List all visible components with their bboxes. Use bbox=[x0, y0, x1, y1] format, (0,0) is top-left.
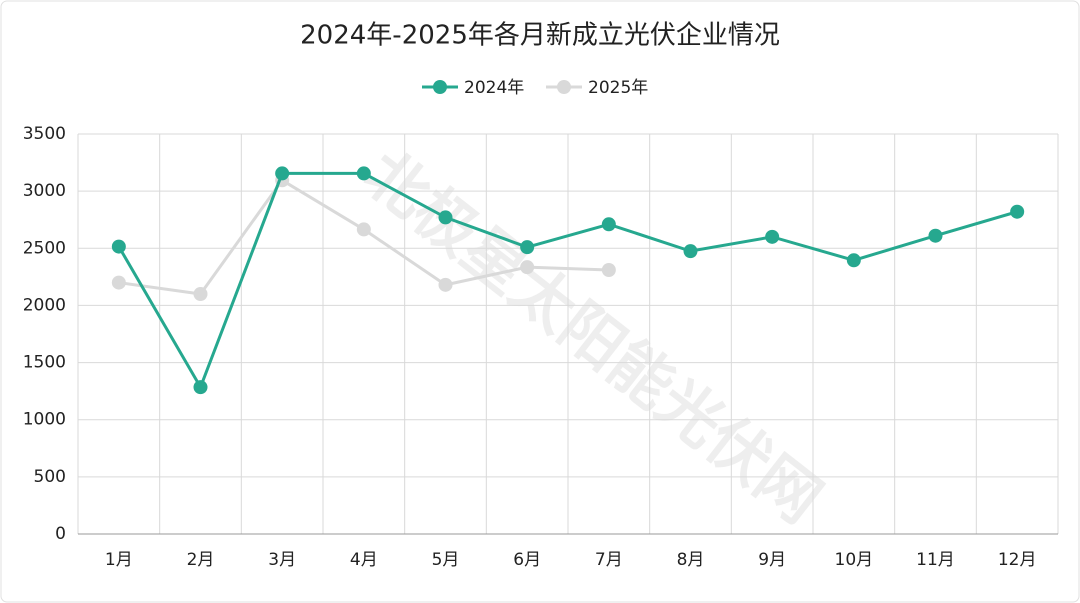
x-tick-label: 12月 bbox=[998, 550, 1037, 570]
x-tick-label: 2月 bbox=[187, 550, 215, 570]
y-tick-label: 1500 bbox=[23, 353, 66, 373]
point bbox=[765, 229, 780, 244]
series-line bbox=[117, 171, 1018, 391]
x-tick-label: 9月 bbox=[758, 550, 786, 570]
x-tick-label: 7月 bbox=[595, 550, 623, 570]
y-tick-label: 0 bbox=[55, 524, 66, 544]
legend-label: 2025年 bbox=[588, 78, 648, 98]
point bbox=[438, 277, 453, 292]
point bbox=[111, 275, 126, 290]
x-tick-label: 1月 bbox=[105, 550, 133, 570]
point bbox=[601, 263, 616, 277]
point bbox=[438, 210, 453, 225]
point bbox=[520, 240, 535, 255]
x-tick-label: 3月 bbox=[268, 550, 296, 570]
point bbox=[356, 166, 371, 181]
point bbox=[520, 260, 535, 275]
point bbox=[275, 166, 290, 181]
y-tick-label: 1000 bbox=[23, 410, 66, 430]
legend-marker bbox=[433, 80, 447, 94]
point bbox=[356, 222, 371, 237]
x-tick-label: 11月 bbox=[916, 550, 955, 570]
legend-marker bbox=[557, 80, 571, 94]
x-tick-label: 6月 bbox=[513, 550, 541, 570]
y-tick-label: 2500 bbox=[23, 238, 66, 258]
point bbox=[1010, 204, 1025, 219]
x-tick-label: 8月 bbox=[677, 550, 705, 570]
point bbox=[193, 380, 208, 395]
point bbox=[846, 253, 861, 268]
y-tick-label: 3000 bbox=[23, 181, 66, 201]
x-tick-label: 10月 bbox=[835, 550, 874, 570]
x-tick-label: 5月 bbox=[432, 550, 460, 570]
point bbox=[111, 239, 126, 254]
point bbox=[928, 228, 943, 243]
point bbox=[601, 217, 616, 232]
legend-label: 2024年 bbox=[464, 78, 524, 98]
point bbox=[193, 287, 208, 301]
chart-title: 2024年-2025年各月新成立光伏企业情况 bbox=[300, 21, 780, 51]
x-tick-label: 4月 bbox=[350, 550, 378, 570]
y-tick-label: 3500 bbox=[23, 124, 66, 144]
y-tick-label: 2000 bbox=[23, 295, 66, 315]
y-tick-label: 500 bbox=[34, 467, 66, 487]
point bbox=[683, 244, 698, 259]
